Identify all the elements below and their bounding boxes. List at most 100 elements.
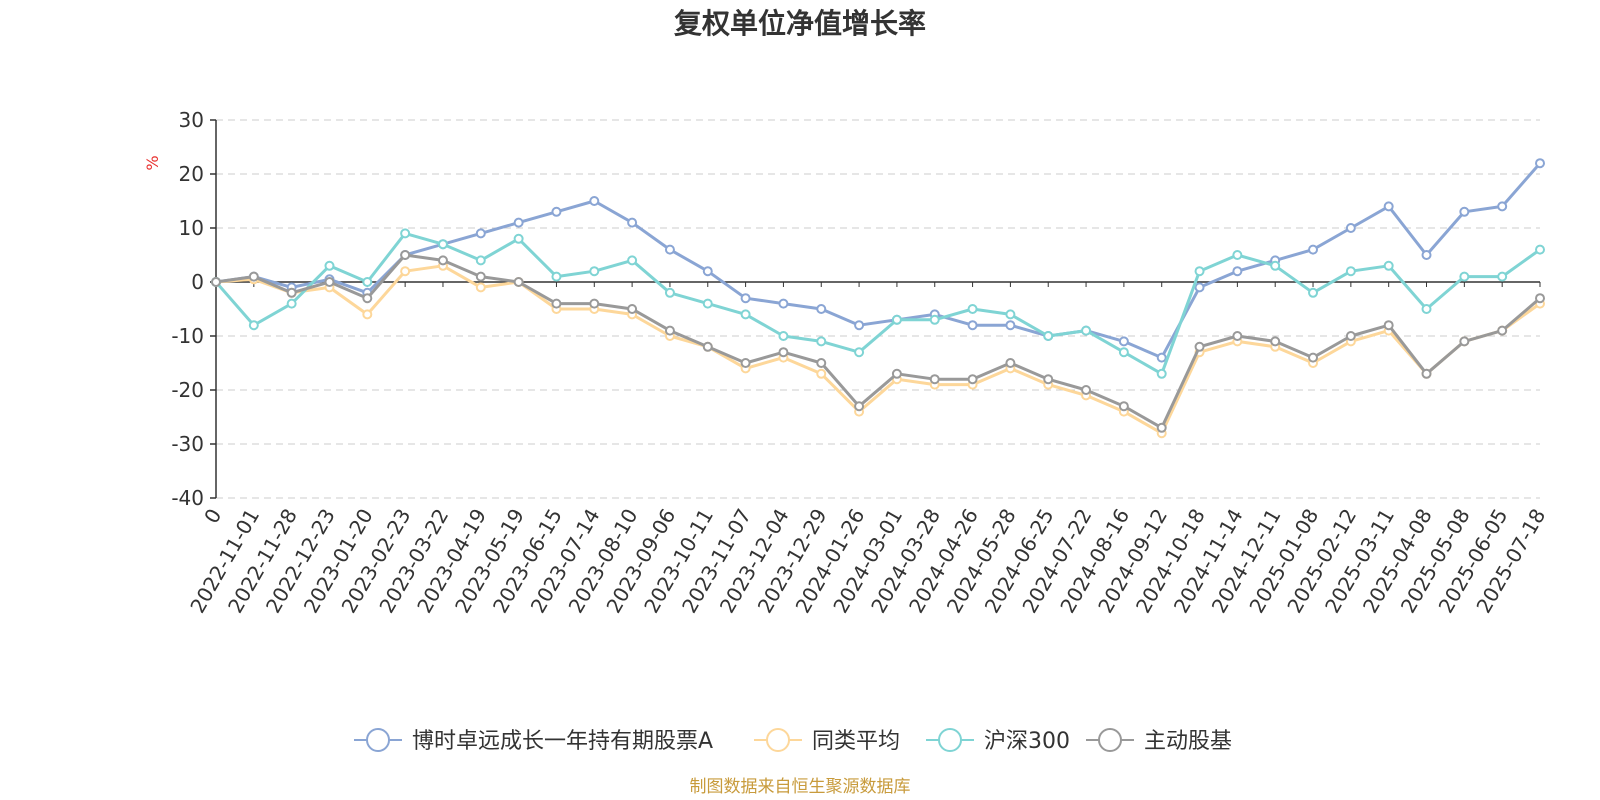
data-point (1232, 266, 1243, 277)
legend-swatch-circle (1098, 728, 1122, 752)
gridlines (216, 119, 1540, 499)
data-point (702, 298, 713, 309)
data-point (211, 277, 221, 287)
data-point (664, 244, 675, 255)
data-point (400, 250, 411, 260)
data-point (664, 325, 675, 336)
data-point (740, 358, 751, 368)
data-point (513, 277, 524, 287)
data-point (1535, 293, 1545, 304)
legend-item[interactable]: 博时卓远成长一年持有期股票A (354, 728, 713, 754)
y-tick-label: -10 (171, 324, 204, 348)
data-point (778, 298, 789, 309)
y-tick-label: 0 (191, 270, 204, 294)
data-point (1421, 250, 1432, 260)
data-point (1194, 282, 1205, 293)
data-point (1308, 244, 1319, 255)
data-point (1156, 368, 1167, 379)
data-point (324, 260, 335, 271)
data-point (1232, 331, 1243, 341)
x-tick-label: 0 (199, 505, 226, 528)
data-point (854, 320, 865, 331)
x-tick-labels: 02022-11-012022-11-282022-12-232023-01-2… (185, 504, 1550, 617)
data-point (1118, 336, 1129, 347)
data-point (816, 358, 827, 368)
data-point (816, 368, 827, 379)
y-axis-unit: % (143, 155, 162, 170)
data-point (1308, 352, 1319, 363)
chart-title: 复权单位净值增长率 (674, 7, 926, 40)
y-tick-label: 30 (179, 108, 204, 132)
data-point (1459, 206, 1470, 217)
data-point (1345, 331, 1356, 341)
data-point (816, 336, 827, 347)
data-point (854, 347, 865, 358)
data-point (967, 304, 978, 314)
y-tick-labels: 30 20 10 0 -10 -20 -30 -40 (171, 108, 204, 510)
legend-item[interactable]: 同类平均 (754, 728, 900, 754)
data-point (1005, 309, 1016, 320)
series-line (215, 264, 1541, 435)
data-point (1118, 401, 1129, 412)
data-point (740, 293, 751, 304)
data-point (1421, 368, 1432, 379)
data-point (1459, 336, 1470, 347)
data-point (1081, 325, 1092, 336)
data-point (1497, 201, 1508, 212)
data-point (1270, 260, 1281, 271)
data-point (1270, 336, 1281, 347)
y-tick-label: -30 (171, 432, 204, 456)
series-line (215, 253, 1541, 430)
data-point (589, 266, 600, 277)
y-tick-label: -40 (171, 486, 204, 510)
data-point (1345, 223, 1356, 233)
series-line (215, 162, 1542, 360)
legend-label: 同类平均 (812, 729, 900, 754)
data-point (1535, 158, 1545, 169)
y-tick-label: -20 (171, 378, 204, 402)
data-point (967, 320, 978, 331)
data-point (891, 368, 902, 379)
series-0 (211, 158, 1545, 363)
data-point (1005, 320, 1016, 331)
data-point (400, 228, 411, 239)
series-1 (211, 260, 1545, 439)
data-point (778, 347, 789, 358)
data-point (702, 341, 713, 352)
data-point (437, 239, 448, 250)
legend: 博时卓远成长一年持有期股票A 同类平均 沪深300 主动股基 (354, 728, 1232, 754)
data-point (967, 374, 978, 385)
data-point (1345, 266, 1356, 277)
data-point (1232, 250, 1243, 260)
legend-label: 博时卓远成长一年持有期股票A (412, 729, 713, 754)
data-point (589, 298, 600, 309)
data-point (513, 233, 524, 244)
data-point (1156, 352, 1167, 363)
series-lines (211, 158, 1545, 439)
data-point (1308, 287, 1319, 298)
data-point (1497, 271, 1508, 282)
data-point (1383, 260, 1394, 271)
data-point (551, 271, 562, 282)
series-3 (211, 250, 1545, 433)
data-point (551, 298, 562, 309)
data-point (248, 320, 259, 331)
legend-item[interactable]: 主动股基 (1086, 728, 1232, 754)
data-point (1535, 244, 1545, 255)
legend-swatch-circle (366, 728, 390, 752)
data-point (891, 314, 902, 325)
data-point (664, 287, 675, 298)
data-point (627, 304, 638, 314)
data-point (513, 217, 524, 228)
data-point (1194, 341, 1205, 352)
legend-item[interactable]: 沪深300 (926, 728, 1070, 754)
data-point (1081, 385, 1092, 395)
data-point (1043, 374, 1054, 385)
data-point (324, 277, 335, 287)
data-point (475, 228, 486, 239)
y-tick-label: 20 (179, 162, 204, 186)
data-point (1118, 347, 1129, 358)
data-point (551, 206, 562, 217)
data-point (1421, 304, 1432, 314)
legend-label: 主动股基 (1144, 729, 1232, 754)
